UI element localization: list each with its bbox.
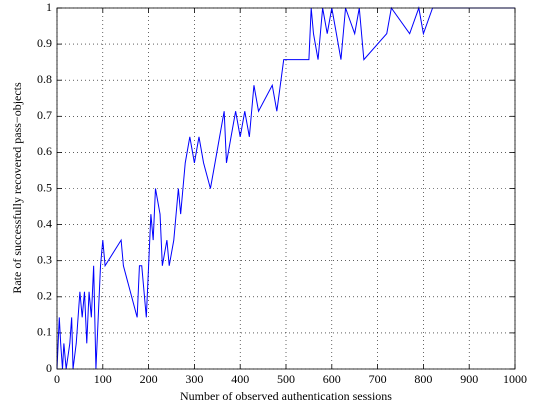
x-tick-label: 1000 — [503, 372, 527, 386]
y-tick-label: 0.3 — [37, 252, 52, 266]
y-tick-label: 0.2 — [37, 289, 52, 303]
x-tick-label: 400 — [231, 372, 249, 386]
y-tick-label: 0.7 — [37, 108, 52, 122]
x-axis-label: Number of observed authentication sessio… — [180, 389, 392, 403]
x-tick-label: 900 — [460, 372, 478, 386]
y-tick-label: 0.4 — [37, 216, 52, 230]
y-tick-label: 0.9 — [37, 36, 52, 50]
y-tick-label: 0.8 — [37, 72, 52, 86]
y-tick-label: 0.6 — [37, 144, 52, 158]
y-tick-label: 0.5 — [37, 180, 52, 194]
plot-frame — [56, 7, 516, 370]
y-axis-label: Rate of successfully recovered pass−obje… — [10, 82, 24, 294]
x-tick-label: 300 — [185, 372, 203, 386]
x-tick-label: 0 — [54, 372, 60, 386]
y-tick-label: 0.1 — [37, 325, 52, 339]
y-tick-label: 1 — [46, 0, 52, 14]
x-tick-label: 500 — [277, 372, 295, 386]
x-tick-label: 700 — [369, 372, 387, 386]
x-tick-label: 100 — [94, 372, 112, 386]
x-tick-label: 200 — [140, 372, 158, 386]
x-tick-label: 800 — [414, 372, 432, 386]
y-tick-label: 0 — [46, 361, 52, 375]
x-tick-label: 600 — [323, 372, 341, 386]
